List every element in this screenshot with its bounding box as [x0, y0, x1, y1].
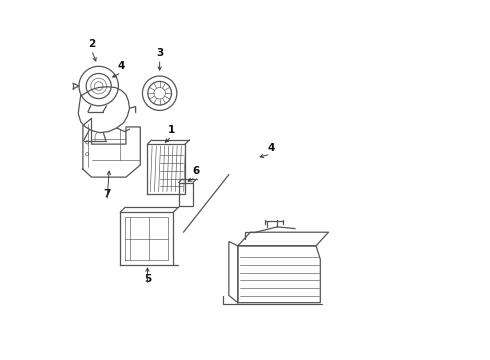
- Text: 5: 5: [144, 274, 151, 284]
- Text: 1: 1: [168, 125, 175, 135]
- Text: 6: 6: [192, 166, 199, 176]
- Text: 2: 2: [88, 39, 95, 49]
- Text: 4: 4: [267, 143, 274, 153]
- Text: 3: 3: [156, 48, 163, 58]
- Text: 7: 7: [103, 189, 111, 199]
- Text: 4: 4: [118, 61, 125, 71]
